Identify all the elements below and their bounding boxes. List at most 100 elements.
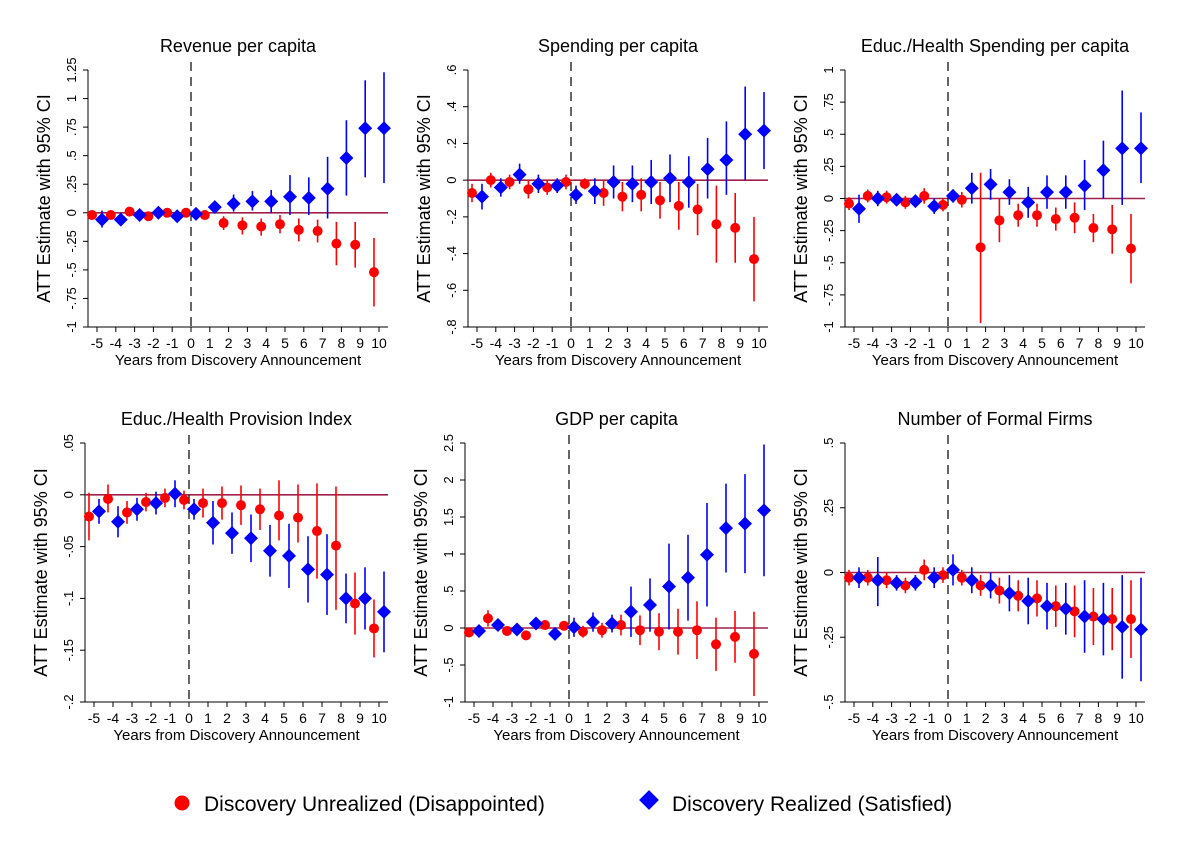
panel-4-unrealized-point: [179, 494, 189, 505]
panel-4-x-tick-label: -5: [88, 710, 101, 726]
panel-3-y-tick-label: -1: [821, 321, 836, 333]
panel-1-x-tick-label: -5: [91, 335, 104, 351]
panel-1-realized-point: [358, 121, 373, 136]
panel-2-unrealized-point: [617, 191, 628, 202]
panel-2-x-tick-label: -5: [471, 335, 484, 351]
panel-5-realized-point: [681, 570, 695, 585]
panel-2-realized-point: [719, 152, 734, 167]
panel-6-x-tick-label: 10: [1128, 710, 1144, 726]
panel-5-y-tick-label: -1: [441, 696, 456, 708]
panel-5-y-tick-label: .5: [441, 586, 456, 597]
panel-5-unrealized-point: [559, 620, 569, 631]
panel-5-title: GDP per capita: [555, 409, 679, 429]
panel-1-realized-point: [301, 190, 316, 205]
panel-6-x-axis-label: Years from Discovery Announcement: [872, 727, 1119, 744]
panel-4-y-tick-label: 0: [61, 491, 76, 498]
panel-1-realized-point: [170, 209, 185, 224]
panel-4-y-tick-label: -.05: [61, 535, 76, 557]
panel-3-x-tick-label: 2: [982, 335, 990, 351]
panel-1-unrealized-point: [218, 218, 229, 229]
panel-4-unrealized-point: [293, 512, 303, 523]
panel-6-realized-point: [1077, 609, 1092, 624]
panel-5-y-tick-label: 1.5: [441, 508, 456, 526]
panel-4-x-tick-label: 5: [280, 710, 288, 726]
panel-1-unrealized-point: [275, 219, 285, 230]
panel-3-unrealized-point: [1069, 212, 1080, 223]
panel-1-x-tick-label: 10: [371, 335, 387, 351]
panel-4-y-axis-label: ATT Estimate with 95% CI: [31, 468, 51, 676]
panel-2-x-tick-label: 0: [567, 335, 575, 351]
panel-1-y-tick-label: .5: [64, 150, 79, 161]
panel-5-unrealized-point: [749, 648, 759, 659]
panel-5-unrealized-point: [616, 620, 626, 631]
panel-4-realized-point: [168, 486, 182, 501]
panel-2-x-tick-label: 3: [624, 335, 632, 351]
panel-2-x-tick-label: 8: [718, 335, 726, 351]
panel-2-unrealized-point: [504, 176, 515, 187]
panel-6-x-tick-label: -4: [867, 710, 880, 726]
panel-5-y-tick-label: 2.5: [441, 434, 456, 452]
panel-6-x-tick-label: -2: [904, 710, 917, 726]
panel-5-y-tick-label: 0: [441, 624, 456, 631]
panel-1-realized-point: [132, 208, 147, 223]
panel-2-realized-point: [738, 127, 753, 142]
panel-4-unrealized-point: [122, 507, 132, 518]
panel-3-y-tick-label: -.75: [821, 284, 836, 306]
panel-5-x-tick-label: 4: [641, 710, 649, 726]
panel-3-unrealized-point: [844, 198, 854, 209]
panel-2-y-tick-label: .2: [444, 138, 459, 149]
panel-2-realized-point: [757, 123, 771, 138]
panel-2-x-tick-label: 6: [680, 335, 688, 351]
panel-3-realized-point: [889, 192, 904, 207]
panel-1-y-tick-label: .25: [64, 175, 79, 193]
panel-3-unrealized-point: [1013, 210, 1024, 221]
panel-3-y-tick-label: .5: [821, 129, 836, 140]
panel-6-x-tick-label: 3: [1001, 710, 1009, 726]
panel-1-x-tick-label: -2: [147, 335, 160, 351]
panel-6-x-tick-label: 5: [1038, 710, 1046, 726]
panel-4-x-tick-label: 0: [185, 710, 193, 726]
legend-realized-marker: [639, 790, 659, 810]
panel-6-realized-point: [927, 570, 942, 585]
panel-5-y-tick-label: 2: [441, 476, 456, 483]
panel-4-realized-point: [282, 548, 296, 563]
panel-3-y-tick-label: .75: [821, 93, 836, 111]
panel-5-unrealized-point: [711, 639, 721, 650]
panel-6-x-tick-label: 8: [1095, 710, 1103, 726]
panel-2-unrealized-point: [749, 254, 759, 265]
panel-1-y-tick-label: 0: [64, 209, 79, 216]
panel-1-x-tick-label: 1: [206, 335, 214, 351]
panel-6-x-tick-label: -5: [848, 710, 861, 726]
panel-5-x-tick-label: 5: [660, 710, 668, 726]
panel-1-y-axis-label: ATT Estimate with 95% CI: [34, 94, 54, 302]
panel-4-x-axis-label: Years from Discovery Announcement: [113, 727, 360, 744]
panel-2-x-tick-label: 9: [736, 335, 744, 351]
panel-2-y-tick-label: .4: [444, 101, 459, 112]
panel-4-realized-point: [244, 531, 258, 546]
panel-6-realized-point: [983, 578, 998, 593]
panel-2-x-tick-label: 10: [751, 335, 767, 351]
legend-unrealized-label: Discovery Unrealized (Disappointed): [204, 793, 545, 816]
panel-1-unrealized-point: [181, 207, 191, 218]
panel-6-realized-point: [889, 575, 904, 590]
panel-2-realized-point: [587, 184, 602, 199]
panel-3-realized-point: [964, 181, 979, 196]
panel-5-x-tick-label: 3: [622, 710, 630, 726]
panel-3-realized-point: [1115, 141, 1130, 156]
panel-4-realized-point: [111, 514, 125, 529]
panel-1-x-tick-label: 8: [338, 335, 346, 351]
panel-5-realized-point: [624, 604, 638, 619]
panel-6-unrealized-point: [1126, 614, 1136, 625]
panel-5-unrealized-point: [654, 626, 664, 637]
panel-4-x-tick-label: 7: [318, 710, 326, 726]
panel-2-x-tick-label: 1: [586, 335, 594, 351]
panel-3-realized-point: [1134, 141, 1148, 156]
panel-3-x-tick-label: -5: [848, 335, 861, 351]
panel-5-x-tick-label: 8: [717, 710, 725, 726]
panel-2-title: Spending per capita: [538, 36, 699, 56]
panel-1-realized-point: [151, 205, 166, 220]
panel-3-title: Educ./Health Spending per capita: [861, 36, 1130, 56]
panel-2-realized-point: [512, 167, 527, 182]
panel-1-unrealized-point: [312, 226, 323, 237]
